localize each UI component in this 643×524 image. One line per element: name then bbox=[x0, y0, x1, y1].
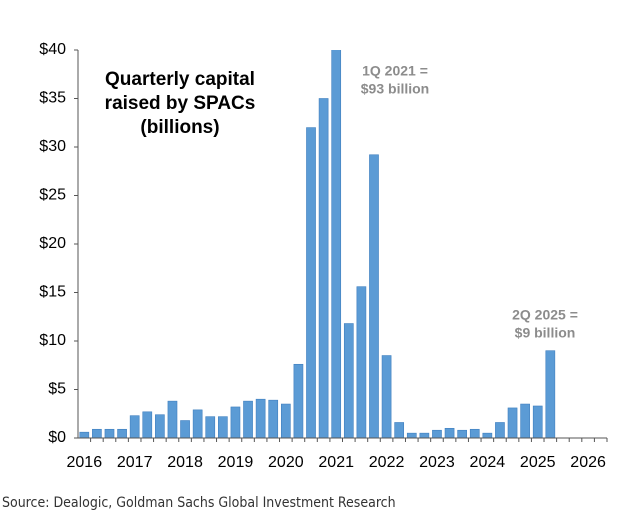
bar bbox=[155, 414, 165, 439]
bar bbox=[142, 411, 153, 439]
bar bbox=[419, 432, 430, 439]
y-tick-label: $40 bbox=[39, 41, 66, 58]
x-tick-label: 2024 bbox=[470, 454, 506, 471]
source: Source: Dealogic, Goldman Sachs Global I… bbox=[2, 495, 396, 511]
bar bbox=[293, 363, 304, 439]
bar bbox=[243, 400, 253, 439]
y-tick-label: $30 bbox=[39, 138, 66, 155]
bar bbox=[306, 127, 316, 439]
bars bbox=[79, 50, 556, 439]
bar bbox=[457, 429, 467, 439]
bar bbox=[129, 415, 140, 439]
x-tick-label: 2022 bbox=[369, 454, 405, 471]
bar bbox=[192, 409, 203, 439]
bar bbox=[280, 403, 291, 439]
bar bbox=[469, 428, 480, 439]
annotation: 2Q 2025 = bbox=[512, 307, 578, 323]
bar bbox=[218, 416, 228, 439]
bar bbox=[520, 403, 530, 439]
y-tick-label: $10 bbox=[39, 332, 66, 349]
chart-title: raised by SPACs bbox=[105, 93, 256, 114]
bar bbox=[406, 432, 417, 439]
y-tick-label: $0 bbox=[48, 429, 66, 446]
x-tick-label: 2018 bbox=[167, 454, 203, 471]
bar bbox=[117, 428, 127, 439]
chart-title: Quarterly capital bbox=[105, 69, 255, 90]
bar bbox=[255, 398, 266, 439]
bar bbox=[180, 420, 190, 439]
bar bbox=[79, 431, 90, 439]
y-tick-label: $20 bbox=[39, 235, 66, 252]
bar bbox=[381, 355, 392, 439]
bar bbox=[104, 428, 115, 439]
bar bbox=[268, 399, 279, 439]
bar bbox=[343, 323, 354, 439]
x-tick-label: 2016 bbox=[67, 454, 103, 471]
bar bbox=[356, 286, 367, 439]
bar bbox=[331, 50, 342, 439]
x-tick-label: 2017 bbox=[117, 454, 153, 471]
y-tick-label: $25 bbox=[39, 187, 66, 204]
bar bbox=[318, 98, 329, 439]
x-tick-label: 2026 bbox=[570, 454, 606, 471]
y-tick-label: $15 bbox=[39, 284, 66, 301]
bar bbox=[369, 154, 379, 439]
annotation: $9 billion bbox=[515, 325, 576, 341]
annotation: $93 billion bbox=[361, 81, 429, 97]
bar bbox=[532, 405, 543, 439]
bar bbox=[167, 400, 178, 439]
y-tick-label: $35 bbox=[39, 90, 66, 107]
annotation: 1Q 2021 = bbox=[362, 63, 428, 79]
x-tick-label: 2023 bbox=[419, 454, 455, 471]
bar bbox=[394, 422, 405, 439]
bar bbox=[205, 416, 216, 439]
bar bbox=[432, 429, 442, 439]
bar bbox=[482, 432, 493, 439]
x-tick-label: 2021 bbox=[318, 454, 354, 471]
bar bbox=[545, 350, 556, 439]
chart-title: (billions) bbox=[140, 117, 219, 138]
bar bbox=[495, 422, 505, 439]
bar bbox=[230, 406, 241, 439]
x-tick-label: 2020 bbox=[268, 454, 304, 471]
y-tick-label: $5 bbox=[48, 381, 66, 398]
x-tick-label: 2025 bbox=[520, 454, 556, 471]
bar bbox=[507, 407, 518, 439]
bar bbox=[444, 427, 455, 439]
x-tick-label: 2019 bbox=[218, 454, 254, 471]
bar bbox=[92, 428, 102, 439]
